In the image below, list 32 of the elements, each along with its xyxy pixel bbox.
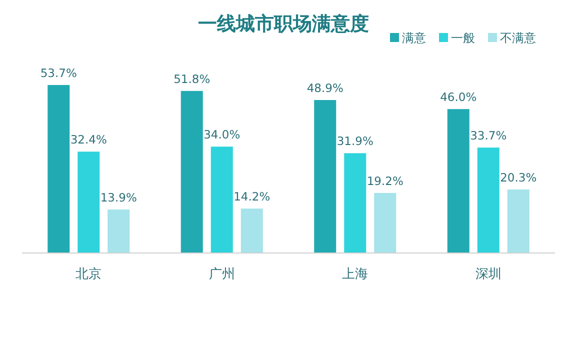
bar <box>240 208 263 253</box>
bar <box>108 210 130 253</box>
bar <box>344 153 366 253</box>
data-label: 51.8% <box>174 72 210 86</box>
bar <box>314 100 336 253</box>
data-label: 32.4% <box>70 132 107 147</box>
data-label: 48.9% <box>306 81 344 96</box>
bar <box>210 146 233 253</box>
data-label: 34.0% <box>204 128 240 142</box>
legend-label: 满意 <box>402 31 426 45</box>
x-tick-label: 深圳 <box>475 267 502 282</box>
data-label: 33.7% <box>470 128 507 143</box>
x-tick-label: 广州 <box>208 267 235 282</box>
bar <box>447 109 470 253</box>
chart-title: 一线城市职场满意度 <box>198 13 369 35</box>
data-label: 14.2% <box>234 190 270 204</box>
data-label: 53.7% <box>40 66 77 80</box>
bar <box>374 192 396 253</box>
x-tick-label: 北京 <box>76 267 102 282</box>
x-tick-label: 上海 <box>342 267 368 282</box>
legend-label: 一般 <box>451 31 475 45</box>
data-label: 31.9% <box>336 134 374 148</box>
bar <box>48 85 70 253</box>
data-label: 19.2% <box>366 174 404 188</box>
data-label: 20.3% <box>500 170 537 184</box>
bar <box>180 90 203 253</box>
data-label: 46.0% <box>440 90 477 104</box>
bar <box>78 152 100 253</box>
bar <box>507 189 530 253</box>
legend-label: 不满意 <box>500 31 536 45</box>
data-label: 13.9% <box>100 190 137 205</box>
bar <box>477 148 500 253</box>
